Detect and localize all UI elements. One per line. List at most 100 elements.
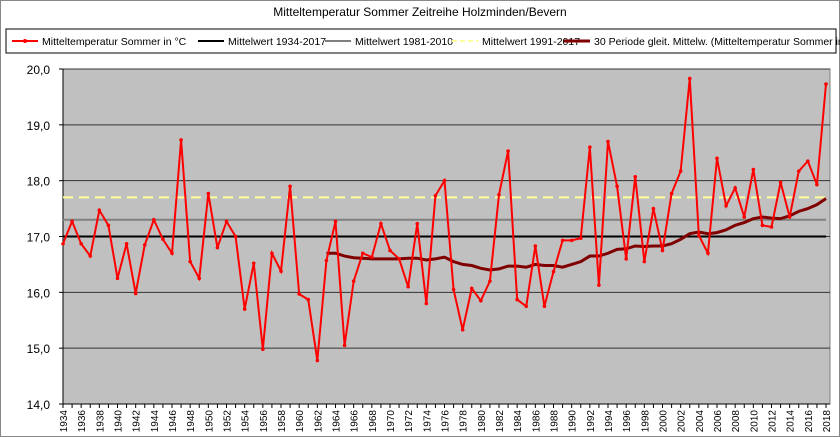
data-point: [724, 203, 728, 208]
data-point: [115, 276, 120, 281]
x-tick-label: 1978: [459, 410, 470, 433]
legend-marker: [23, 39, 27, 43]
data-point: [560, 238, 565, 243]
data-point: [578, 236, 583, 240]
x-tick-label: 1988: [550, 410, 561, 433]
data-point: [742, 215, 747, 219]
legend-label: Mitteltemperatur Sommer in °C: [42, 36, 187, 48]
data-point: [360, 251, 365, 256]
data-point: [288, 184, 292, 189]
data-point: [61, 241, 65, 246]
legend-label: 30 Periode gleit. Mittelw. (Mitteltemper…: [594, 36, 840, 48]
data-point: [706, 251, 710, 256]
data-point: [751, 167, 756, 172]
moving-average-line: [326, 197, 827, 272]
data-point: [170, 251, 174, 256]
data-point: [315, 358, 320, 363]
x-tick-label: 1990: [568, 410, 579, 433]
data-point: [569, 238, 574, 243]
data-point: [769, 225, 774, 229]
x-tick-label: 2014: [786, 410, 797, 433]
x-tick-label: 1998: [640, 410, 651, 433]
data-point: [433, 193, 438, 198]
data-point: [651, 206, 656, 211]
x-tick-label: 1996: [622, 410, 633, 433]
data-point: [824, 82, 828, 86]
data-point: [79, 241, 83, 246]
data-point: [787, 215, 792, 219]
data-point: [142, 243, 147, 247]
data-point: [206, 191, 211, 196]
x-tick-label: 2010: [749, 410, 760, 433]
data-point: [460, 327, 465, 332]
series-group: [61, 76, 828, 363]
data-point: [778, 180, 783, 185]
data-point: [270, 251, 274, 256]
x-tick-label: 1940: [114, 410, 125, 433]
data-point: [633, 174, 638, 179]
x-tick-label: 1936: [77, 410, 88, 433]
data-point: [506, 149, 510, 153]
data-point: [796, 169, 801, 173]
data-point: [715, 156, 719, 161]
data-point: [342, 343, 347, 348]
x-axis: 1934 1936 1938 1940 1942 1944 1946 1948 1950 1952…: [59, 403, 833, 433]
x-tick-label: 1938: [95, 410, 106, 433]
data-point: [351, 279, 356, 283]
data-point: [488, 279, 492, 283]
x-tick-label: 1968: [368, 410, 379, 433]
data-point: [152, 217, 156, 222]
y-axis: 14,0 15,0 16,0 17,0 18,0 19,0 20,0: [27, 63, 64, 412]
legend: Mitteltemperatur Sommer in °C Mittelwert …: [5, 28, 840, 54]
x-tick-label: 1976: [441, 410, 452, 433]
data-point: [760, 223, 765, 228]
x-tick-label: 1952: [223, 410, 234, 433]
data-point: [261, 347, 265, 352]
x-tick-label: 1966: [350, 410, 361, 433]
data-point: [406, 284, 410, 289]
x-tick-label: 2012: [768, 410, 779, 433]
x-tick-label: 1992: [586, 410, 597, 433]
x-tick-label: 1970: [386, 410, 397, 433]
x-tick-label: 1982: [495, 410, 506, 433]
x-tick-label: 2004: [695, 410, 706, 433]
data-point: [397, 257, 401, 261]
legend-label: Mittelwert 1934-2017: [228, 36, 326, 48]
x-tick-label: 2006: [713, 410, 724, 433]
data-point: [524, 304, 529, 309]
x-tick-label: 1986: [531, 410, 542, 433]
x-tick-label: 1994: [604, 410, 615, 433]
data-point: [251, 261, 256, 266]
x-tick-label: 2000: [659, 410, 670, 433]
legend-label: Mittelwert 1981-2010: [355, 36, 453, 48]
data-point: [469, 286, 474, 291]
data-point: [324, 258, 329, 263]
data-point: [697, 233, 701, 238]
data-point: [660, 248, 665, 253]
data-point: [451, 287, 456, 292]
x-tick-label: 1946: [168, 410, 179, 433]
data-point: [297, 292, 301, 296]
data-point: [197, 276, 202, 281]
data-point: [70, 219, 74, 224]
data-point: [442, 178, 447, 183]
data-point: [551, 269, 556, 274]
x-tick-label: 1950: [204, 410, 215, 433]
data-point: [588, 145, 592, 149]
data-point: [669, 191, 674, 196]
data-point: [370, 255, 374, 259]
y-tick-label: 18,0: [27, 175, 51, 189]
data-point: [279, 269, 283, 273]
data-point: [733, 186, 737, 190]
y-tick-label: 15,0: [27, 342, 51, 356]
x-tick-label: 1974: [422, 410, 433, 433]
data-point: [606, 139, 610, 144]
data-point: [188, 259, 192, 264]
data-point: [479, 298, 483, 303]
data-point: [415, 221, 420, 226]
x-tick-label: 1964: [332, 410, 343, 433]
x-tick-label: 1934: [59, 410, 70, 433]
x-tick-label: 1948: [186, 410, 197, 433]
y-tick-label: 16,0: [27, 286, 51, 300]
